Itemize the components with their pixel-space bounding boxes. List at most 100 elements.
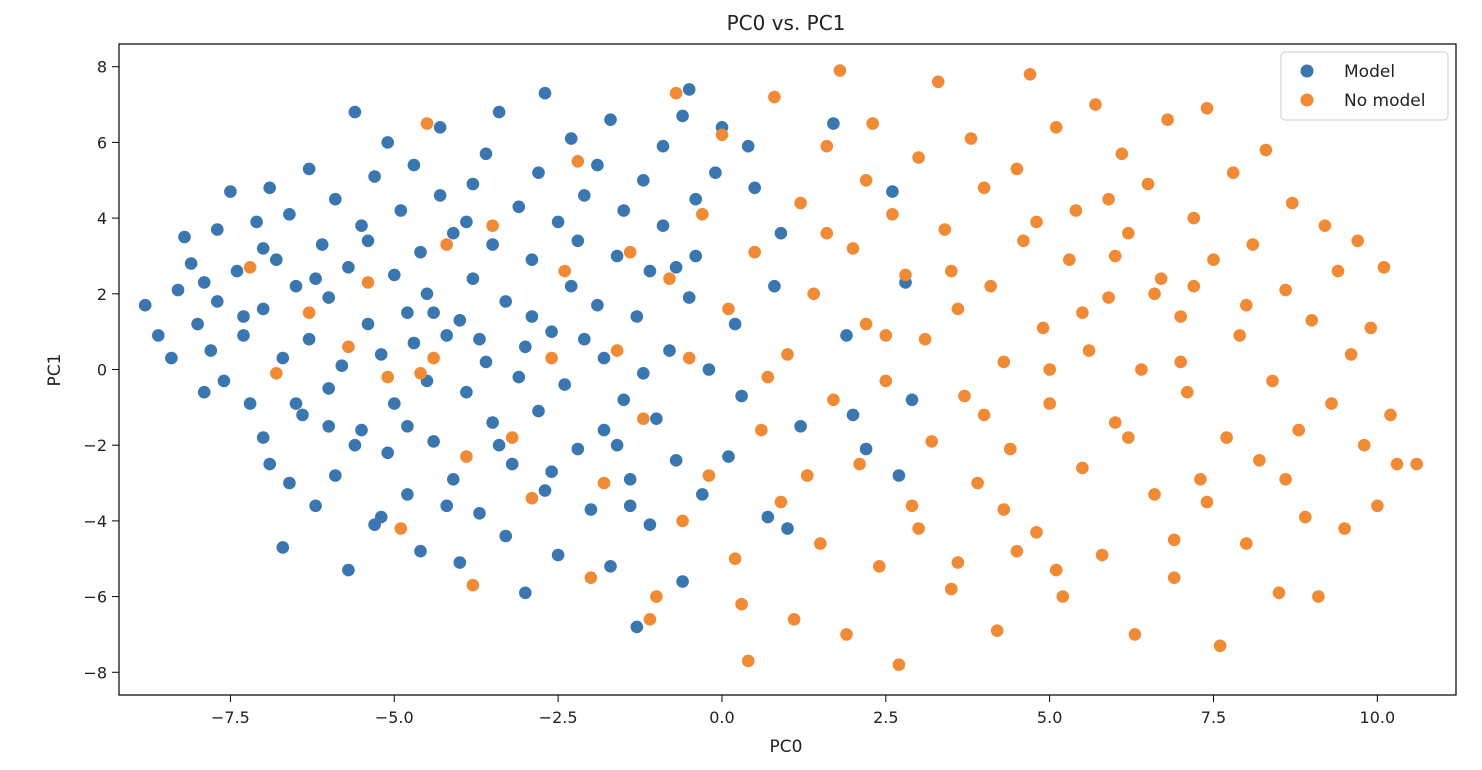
data-point xyxy=(696,488,709,501)
data-point xyxy=(794,420,807,433)
points-layer xyxy=(138,64,1423,671)
data-point xyxy=(564,279,578,293)
data-point xyxy=(1220,431,1233,444)
data-point xyxy=(486,416,499,429)
data-point xyxy=(283,476,296,490)
data-point xyxy=(663,344,676,357)
data-point xyxy=(197,276,211,289)
data-point xyxy=(1187,279,1201,293)
data-point xyxy=(591,298,604,312)
data-point xyxy=(532,166,545,179)
data-point xyxy=(1331,264,1345,278)
data-point xyxy=(735,597,748,611)
data-point xyxy=(184,257,198,270)
data-point xyxy=(525,491,539,505)
data-point xyxy=(427,435,440,448)
data-point xyxy=(1154,272,1168,286)
data-point xyxy=(768,279,781,293)
data-point xyxy=(348,105,362,119)
data-point xyxy=(1318,219,1332,232)
data-point xyxy=(302,162,316,176)
series-model xyxy=(138,83,919,634)
data-point xyxy=(715,128,729,142)
data-point xyxy=(1108,416,1122,429)
data-point xyxy=(460,450,473,463)
data-point xyxy=(1049,563,1063,577)
data-point xyxy=(558,378,571,391)
data-point xyxy=(945,582,958,596)
data-point xyxy=(859,174,873,187)
data-point xyxy=(990,624,1004,637)
data-point xyxy=(447,473,460,486)
data-point xyxy=(735,389,748,403)
data-point xyxy=(381,370,395,384)
legend-box xyxy=(1280,51,1449,121)
data-point xyxy=(466,272,480,286)
x-tick-label: 7.5 xyxy=(1201,708,1226,727)
data-point xyxy=(263,181,277,195)
data-point xyxy=(748,181,761,195)
data-point xyxy=(591,158,604,172)
data-point xyxy=(1036,321,1050,335)
data-point xyxy=(656,219,670,232)
data-point xyxy=(840,628,853,641)
data-point xyxy=(1272,586,1286,600)
data-point xyxy=(1148,488,1161,501)
data-point xyxy=(1148,287,1161,301)
data-point xyxy=(755,423,768,437)
data-point xyxy=(453,556,467,569)
data-point xyxy=(460,385,473,399)
legend-marker-model xyxy=(1300,64,1314,78)
data-point xyxy=(1069,204,1083,217)
y-tick-label: −4 xyxy=(83,512,107,531)
data-point xyxy=(682,351,696,365)
data-point xyxy=(1240,537,1253,550)
data-point xyxy=(407,336,421,350)
data-point xyxy=(525,253,539,266)
data-point xyxy=(1108,249,1122,263)
data-point xyxy=(997,355,1011,369)
data-point xyxy=(302,306,316,320)
data-point xyxy=(466,578,480,592)
data-point xyxy=(1285,196,1299,210)
data-point xyxy=(827,393,840,407)
data-point xyxy=(702,469,716,482)
data-point xyxy=(499,295,512,308)
data-point xyxy=(977,181,991,195)
data-point xyxy=(197,385,211,399)
data-point xyxy=(519,586,532,600)
data-point xyxy=(630,620,644,634)
data-point xyxy=(276,541,290,554)
data-point xyxy=(794,196,807,210)
y-tick-label: 0 xyxy=(97,361,107,380)
x-tick-label: −2.5 xyxy=(539,708,578,727)
data-point xyxy=(505,431,519,444)
data-point xyxy=(538,86,552,100)
data-point xyxy=(1213,639,1227,653)
data-point xyxy=(512,370,526,384)
data-point xyxy=(643,613,657,626)
data-point xyxy=(355,423,368,437)
data-point xyxy=(761,510,775,524)
data-point xyxy=(827,117,840,130)
data-point xyxy=(532,404,545,418)
data-point xyxy=(171,283,185,297)
data-point xyxy=(1371,499,1384,513)
plot-frame xyxy=(118,43,1457,696)
data-point xyxy=(335,359,349,373)
data-point xyxy=(1253,454,1266,467)
x-tick-label: −7.5 xyxy=(211,708,250,727)
data-point xyxy=(1095,548,1109,562)
data-point xyxy=(951,302,965,316)
data-point xyxy=(1233,329,1246,342)
data-point xyxy=(571,234,585,248)
data-point xyxy=(256,302,270,316)
data-point xyxy=(237,329,250,342)
chart-title: PC0 vs. PC1 xyxy=(727,11,846,35)
data-point xyxy=(492,105,506,119)
data-point xyxy=(1030,215,1043,229)
data-point xyxy=(440,329,454,342)
data-point xyxy=(427,306,440,320)
y-axis: −8 −6 −4 −2 0 2 4 6 8 xyxy=(83,58,119,682)
